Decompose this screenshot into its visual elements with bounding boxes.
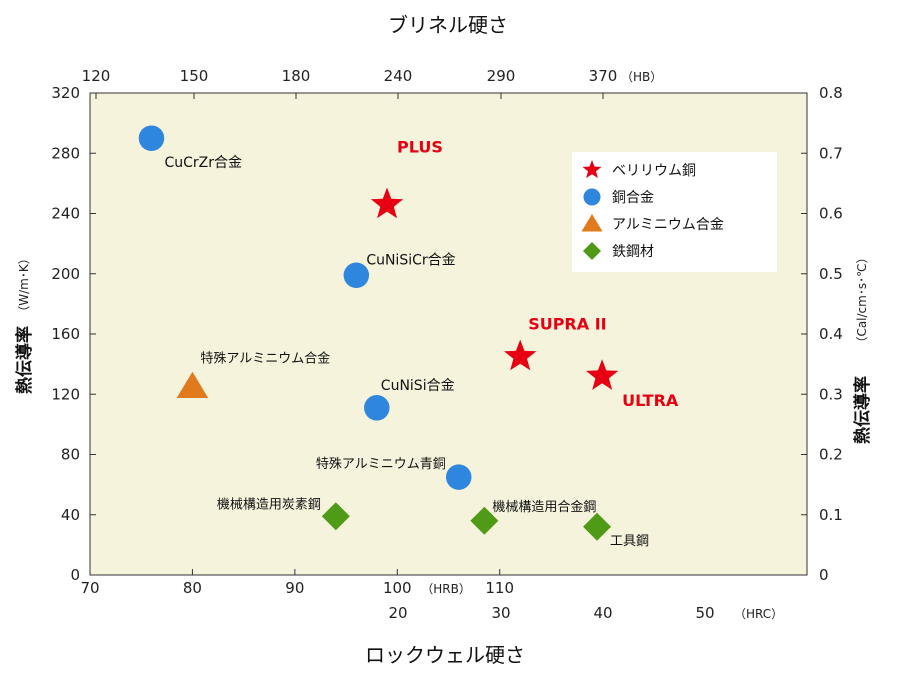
y-right-tick-label: 0.4 [819, 325, 843, 343]
x-hrb-unit: （HRB） [421, 582, 471, 596]
x-hrb-tick-label: 70 [80, 579, 99, 597]
y-left-tick-label: 240 [51, 205, 80, 223]
legend-marker-star [582, 160, 602, 179]
x-hb-unit: （HB） [621, 70, 662, 84]
data-point-diamond [470, 506, 499, 535]
data-point-label: 特殊アルミニウム合金 [200, 351, 330, 367]
y-right-tick-label: 0 [819, 566, 829, 584]
y-left-tick-label: 120 [51, 385, 80, 403]
data-point-label: CuNiSi合金 [381, 378, 455, 394]
data-point-triangle [176, 371, 209, 398]
right-axis-unit: （Cal/cm･s･℃） [855, 251, 869, 348]
y-right-tick-label: 0.7 [819, 144, 843, 162]
data-point-label: PLUS [397, 137, 443, 156]
data-point-label: SUPRA II [528, 315, 606, 334]
data-point-circle [364, 395, 390, 421]
y-left-tick-label: 0 [70, 566, 80, 584]
x-hb-tick-label: 120 [82, 67, 111, 85]
data-point-diamond [583, 512, 612, 541]
x-hrc-tick-label: 50 [695, 604, 714, 622]
legend-marker-triangle [581, 214, 603, 232]
left-axis-title: 熱伝導率 [14, 326, 35, 394]
y-right-tick-label: 0.5 [819, 265, 843, 283]
legend-item-label: 銅合金 [612, 190, 654, 206]
data-point-label: 機械構造用炭素鋼 [217, 497, 321, 512]
data-point-label: CuNiSiCr合金 [366, 252, 455, 268]
right-axis-title: 熱伝導率 [852, 376, 873, 444]
x-hb-tick-label: 180 [282, 67, 311, 85]
x-hrc-tick-label: 20 [388, 604, 407, 622]
y-left-tick-label: 280 [51, 144, 80, 162]
x-hrc-unit: （HRC） [734, 607, 783, 621]
left-axis-unit: （W/m･K） [17, 252, 31, 317]
legend-item-label: 鉄鋼材 [612, 244, 654, 260]
data-point-label: 特殊アルミニウム青銅 [316, 457, 446, 472]
y-left-tick-label: 40 [61, 506, 80, 524]
data-point-label: ULTRA [622, 391, 679, 410]
y-right-tick-label: 0.3 [819, 385, 843, 403]
y-left-tick-label: 320 [51, 84, 80, 102]
y-right-tick-label: 0.2 [819, 446, 843, 464]
y-right-tick-label: 0.1 [819, 506, 843, 524]
data-point-circle [138, 125, 165, 151]
legend-marker-circle [583, 188, 601, 206]
x-hb-tick-label: 370 [589, 67, 618, 85]
data-point-star [586, 359, 619, 390]
y-left-tick-label: 80 [61, 446, 80, 464]
y-right-tick-label: 0.8 [819, 84, 843, 102]
legend-item-label: ベリリウム銅 [612, 163, 696, 179]
data-point-diamond [321, 502, 350, 531]
y-left-tick-label: 200 [51, 265, 80, 283]
x-hb-tick-label: 240 [384, 67, 413, 85]
legend-item-label: アルミニウム合金 [612, 217, 724, 233]
x-hrb-tick-label: 100 [383, 579, 412, 597]
legend-box [572, 152, 777, 272]
data-point-label: 工具鋼 [610, 534, 649, 549]
data-point-star [504, 339, 537, 371]
data-point-circle [343, 262, 370, 289]
bottom-axis-title: ロックウェル硬さ [365, 643, 525, 667]
y-right-tick-label: 0.6 [819, 205, 843, 223]
x-hb-tick-label: 290 [487, 67, 516, 85]
data-point-label: CuCrZr合金 [164, 155, 242, 171]
x-hrc-tick-label: 40 [593, 604, 612, 622]
data-point-star [370, 187, 404, 219]
x-hrc-tick-label: 30 [491, 604, 510, 622]
data-point-circle [445, 464, 472, 490]
x-hrb-tick-label: 110 [485, 579, 514, 597]
top-axis-title: ブリネル硬さ [388, 13, 508, 37]
x-hb-tick-label: 150 [180, 67, 209, 85]
y-left-tick-label: 160 [51, 325, 80, 343]
data-point-label: 機械構造用合金鋼 [492, 499, 596, 515]
x-hrb-tick-label: 80 [183, 579, 202, 597]
legend-marker-diamond [583, 242, 601, 260]
x-hrb-tick-label: 90 [285, 579, 304, 597]
